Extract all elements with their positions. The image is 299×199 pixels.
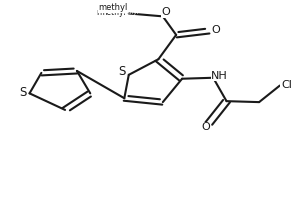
Text: O: O bbox=[202, 122, 210, 132]
Text: methyl: methyl bbox=[99, 8, 126, 17]
Text: S: S bbox=[119, 65, 126, 78]
Text: Cl: Cl bbox=[281, 80, 292, 90]
Text: S: S bbox=[19, 86, 27, 100]
Text: methyl: methyl bbox=[96, 8, 126, 17]
Text: O: O bbox=[161, 7, 170, 17]
Text: NH: NH bbox=[211, 71, 228, 81]
Text: methyl: methyl bbox=[98, 3, 127, 13]
Text: O: O bbox=[212, 25, 221, 35]
Text: methyl: methyl bbox=[119, 10, 138, 15]
